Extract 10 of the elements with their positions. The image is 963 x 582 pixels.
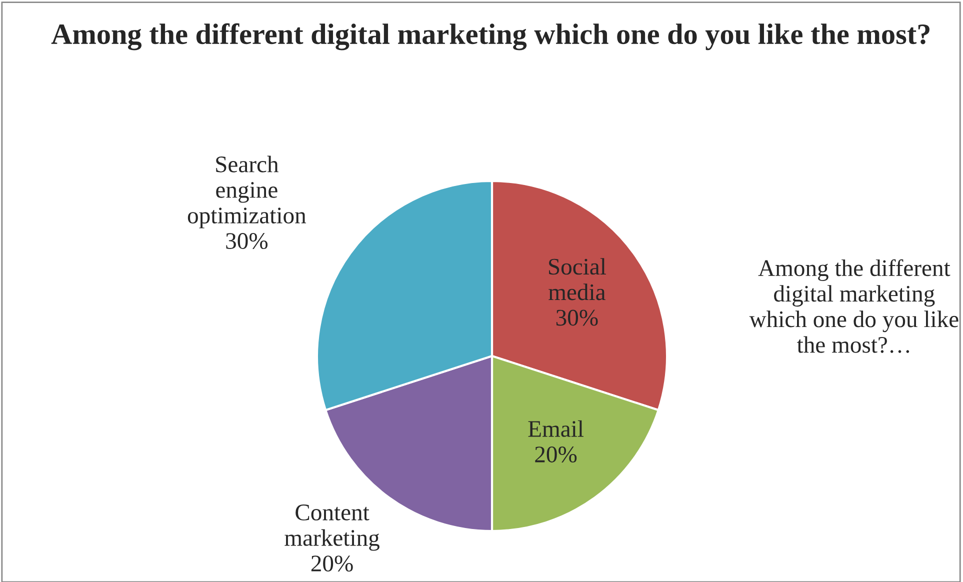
data-label: 20% — [535, 446, 577, 463]
data-label: 20% — [311, 556, 353, 572]
slice-label: Content marketing — [284, 504, 380, 551]
slice-label: Search engine optimization — [188, 156, 306, 228]
data-label: 30% — [226, 233, 268, 250]
data-label: 30% — [556, 310, 598, 326]
slice-label: Social media — [548, 258, 606, 300]
text: Among the different digital marketing which one do you like the most?… — [749, 259, 958, 353]
slice-label: Email — [528, 420, 584, 437]
chart-title: Among the different digital marketing which one do you like the most? — [51, 23, 930, 50]
